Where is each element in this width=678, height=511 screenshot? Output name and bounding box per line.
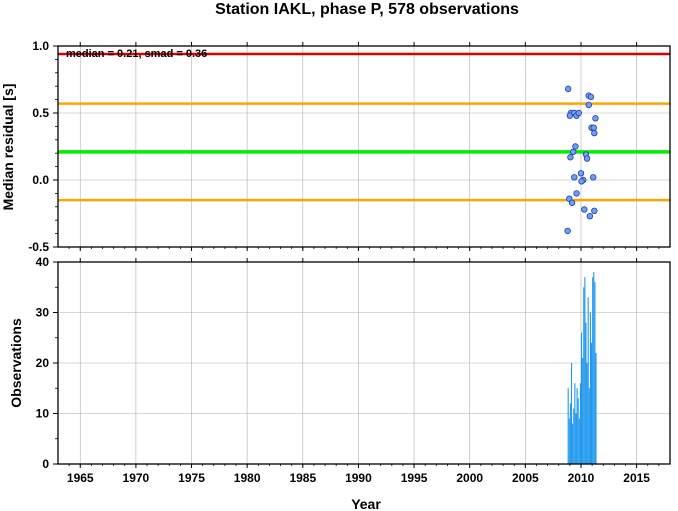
observation-bar — [573, 408, 575, 464]
residual-point — [567, 154, 574, 161]
residual-point — [581, 206, 588, 213]
year-x-ticks: 1965 1970 1975 1980 1985 1990 1995 2000 2005 2010… — [67, 42, 660, 485]
observation-bar — [569, 403, 571, 464]
residual-point — [573, 190, 580, 197]
residual-point — [586, 212, 594, 220]
residual-point — [575, 109, 582, 117]
residual-point — [590, 174, 597, 181]
x-axis-label: Year — [351, 496, 381, 511]
y-tick-label: 20 — [36, 356, 50, 370]
y-tick-label: 0.5 — [32, 106, 49, 120]
x-tick-label: 1970 — [123, 471, 150, 485]
residual-point — [587, 93, 595, 101]
observation-bar — [572, 423, 574, 464]
residual-point — [590, 124, 597, 131]
residual-point — [585, 101, 592, 109]
residual-point — [572, 143, 579, 150]
observation-bar — [577, 398, 579, 464]
chart-title: Station IAKL, phase P, 578 observations — [215, 1, 519, 18]
y-tick-label: 40 — [36, 255, 50, 269]
observations-panel: 0 10 20 30 40 1965 1970 1975 1980 1985 1990 1995 20… — [8, 42, 671, 511]
observation-bar — [589, 312, 591, 464]
x-tick-label: 1975 — [178, 471, 205, 485]
y-tick-label: 10 — [36, 407, 50, 421]
residual-point — [591, 207, 598, 215]
x-tick-label: 1965 — [67, 471, 94, 485]
observation-bar — [567, 388, 569, 464]
x-tick-label: 1985 — [289, 471, 316, 485]
residual-point — [578, 178, 585, 185]
x-tick-label: 2000 — [456, 471, 483, 485]
reference-lines — [58, 52, 670, 202]
stats-annotation: median = 0.21, smad = 0.36 — [66, 48, 207, 60]
observations-y-label: Observations — [8, 318, 24, 408]
observations-bars — [567, 272, 597, 464]
x-tick-label: 2010 — [568, 471, 595, 485]
y-tick-label: 0.0 — [32, 173, 49, 187]
residual-y-ticks: -0.5 0.0 0.5 1.0 — [28, 39, 58, 254]
residual-point — [571, 174, 578, 181]
observation-bar — [587, 297, 589, 464]
observation-bar — [586, 363, 588, 464]
y-tick-label: 1.0 — [32, 39, 49, 53]
residual-point — [564, 85, 572, 93]
observation-bar — [576, 388, 578, 464]
observation-bar — [585, 322, 587, 464]
y-tick-label: 0 — [42, 457, 49, 471]
observation-bar — [592, 277, 594, 464]
residual-plot-frame — [57, 45, 671, 248]
observations-y-ticks: 0 10 20 30 40 — [36, 255, 58, 471]
y-tick-label: 30 — [36, 306, 50, 320]
observation-bar — [579, 383, 581, 464]
x-tick-label: 1990 — [345, 471, 372, 485]
observation-bar — [594, 282, 596, 464]
residual-point — [592, 115, 599, 122]
observation-bar — [580, 332, 583, 464]
observation-bar — [588, 388, 590, 464]
observation-bar — [590, 342, 593, 464]
residual-point — [564, 227, 571, 235]
residual-point — [569, 148, 577, 156]
x-tick-label: 2015 — [623, 471, 650, 485]
x-tick-label: 1995 — [401, 471, 428, 485]
residual-point — [583, 155, 591, 162]
residual-points — [564, 85, 599, 235]
observation-bar — [568, 418, 570, 464]
observation-bar — [595, 352, 597, 464]
observation-bar — [584, 277, 586, 464]
observation-bar — [574, 383, 576, 464]
y-tick-label: -0.5 — [28, 240, 49, 254]
x-tick-label: 1980 — [234, 471, 261, 485]
observation-bar — [578, 418, 580, 464]
residual-panel: -0.5 0.0 0.5 1.0 median = 0.21, smad = 0.36… — [0, 39, 671, 254]
observation-bar — [582, 357, 584, 464]
residual-point — [577, 170, 585, 177]
x-tick-label: 2005 — [512, 471, 539, 485]
residual-point — [591, 129, 598, 137]
residual-point — [568, 199, 576, 206]
observation-bar — [593, 272, 595, 464]
observation-bar — [575, 413, 577, 464]
observation-bar — [570, 363, 573, 464]
observation-bar — [583, 287, 585, 464]
residual-y-label: Median residual [s] — [0, 84, 16, 211]
